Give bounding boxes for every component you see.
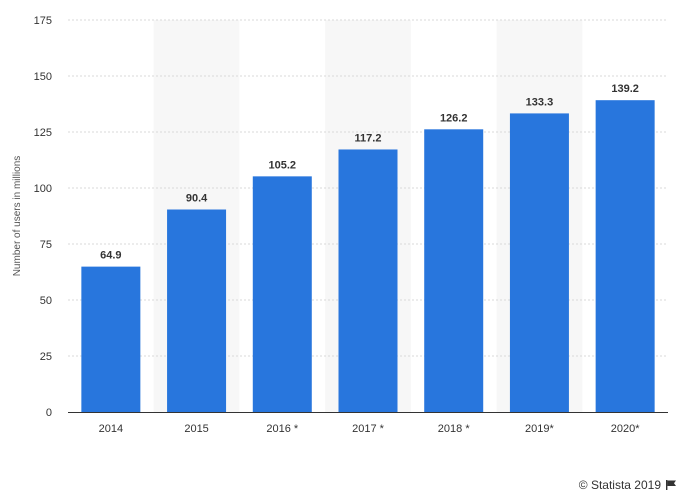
bar: [424, 129, 484, 412]
y-tick-label: 50: [40, 295, 52, 307]
y-tick-label: 175: [34, 15, 52, 27]
bar: [595, 100, 655, 412]
bar: [338, 149, 398, 413]
y-axis-ticks: 0 25 50 75 100 125 150 175: [34, 15, 52, 419]
x-tick-label: 2020*: [611, 423, 640, 435]
bars: [81, 100, 655, 413]
x-tick-label: 2018 *: [438, 423, 471, 435]
bar: [252, 176, 312, 412]
bar: [81, 266, 141, 412]
credit-text[interactable]: © Statista 2019: [578, 478, 661, 492]
data-label: 105.2: [269, 159, 297, 171]
data-label: 90.4: [186, 193, 208, 205]
data-label: 139.2: [611, 83, 639, 95]
data-label: 64.9: [100, 250, 121, 262]
y-tick-label: 150: [34, 71, 52, 83]
bar: [167, 209, 227, 412]
x-tick-label: 2014: [99, 423, 123, 435]
data-label: 133.3: [526, 96, 554, 108]
x-tick-label: 2015: [184, 423, 208, 435]
data-label: 117.2: [355, 132, 382, 144]
x-tick-label: 2019*: [525, 423, 554, 435]
flag-icon[interactable]: [665, 479, 677, 491]
x-axis-ticks: 2014 2015 2016 * 2017 * 2018 * 2019* 2020*: [99, 423, 641, 435]
y-axis-label: Number of users in millions: [12, 156, 23, 277]
y-tick-label: 125: [34, 127, 52, 139]
statista-credit[interactable]: © Statista 2019: [579, 478, 677, 492]
y-tick-label: 0: [46, 407, 52, 419]
bar: [509, 113, 569, 413]
y-tick-label: 100: [34, 183, 52, 195]
x-tick-label: 2016 *: [266, 423, 299, 435]
y-tick-label: 75: [40, 239, 52, 251]
x-tick-label: 2017 *: [352, 423, 385, 435]
data-label: 126.2: [440, 112, 468, 124]
data-labels: 64.9 90.4 105.2 117.2 126.2 133.3 139.2: [100, 83, 639, 261]
y-tick-label: 25: [40, 351, 52, 363]
